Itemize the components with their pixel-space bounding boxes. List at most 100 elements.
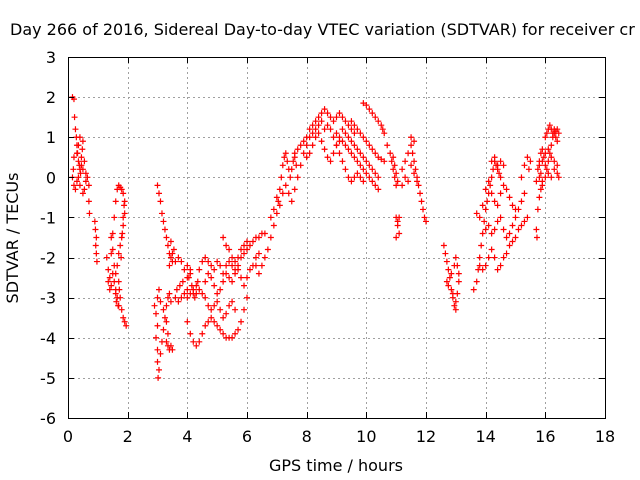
data-point <box>378 122 385 129</box>
data-point <box>421 214 428 221</box>
y-tick-label: -6 <box>40 409 56 428</box>
data-point <box>276 202 283 209</box>
data-point <box>534 166 541 173</box>
data-point <box>176 282 183 289</box>
data-point <box>178 294 185 301</box>
y-tick-label: -2 <box>40 249 56 268</box>
data-point <box>223 242 230 249</box>
x-tick-label: 10 <box>356 427 376 446</box>
data-point <box>208 262 215 269</box>
data-point <box>167 342 174 349</box>
data-point <box>487 182 494 189</box>
data-point <box>161 314 168 321</box>
data-point <box>229 298 236 305</box>
data-point <box>500 226 507 233</box>
data-point <box>494 202 501 209</box>
data-point <box>93 234 100 241</box>
data-point <box>261 254 268 261</box>
data-point <box>479 230 486 237</box>
x-axis-title: GPS time / hours <box>269 456 403 475</box>
plot-frame <box>68 57 606 419</box>
data-point <box>255 250 262 257</box>
data-point <box>342 166 349 173</box>
data-point <box>539 178 546 185</box>
data-point <box>184 262 191 269</box>
data-point <box>551 166 558 173</box>
data-point <box>555 174 562 181</box>
data-point <box>205 318 212 325</box>
data-point <box>112 198 119 205</box>
data-point <box>366 162 373 169</box>
data-point <box>360 134 367 141</box>
data-point <box>202 294 209 301</box>
data-point <box>548 154 555 161</box>
data-point <box>339 158 346 165</box>
data-point <box>330 118 337 125</box>
data-point <box>554 126 561 133</box>
data-point <box>72 126 79 133</box>
data-point <box>75 158 82 165</box>
data-point <box>399 166 406 173</box>
data-point <box>497 174 504 181</box>
data-point <box>506 242 513 249</box>
data-point <box>552 134 559 141</box>
data-point <box>537 170 544 177</box>
data-point <box>408 134 415 141</box>
data-point <box>478 242 485 249</box>
data-point <box>521 162 528 169</box>
data-point <box>184 318 191 325</box>
data-point <box>543 166 550 173</box>
data-point <box>154 346 161 353</box>
data-point <box>476 254 483 261</box>
data-point <box>258 262 265 269</box>
data-point <box>249 238 256 245</box>
data-point <box>339 126 346 133</box>
data-point <box>509 202 516 209</box>
data-point <box>84 174 91 181</box>
data-point <box>418 198 425 205</box>
data-point <box>455 278 462 285</box>
data-point <box>381 130 388 137</box>
data-point <box>164 330 171 337</box>
data-point <box>330 150 337 157</box>
data-point <box>540 154 547 161</box>
data-point <box>184 294 191 301</box>
data-point <box>161 226 168 233</box>
data-point <box>267 214 274 221</box>
data-point <box>119 230 126 237</box>
data-point <box>279 190 286 197</box>
data-point <box>488 230 495 237</box>
data-point <box>235 266 242 273</box>
data-point <box>220 330 227 337</box>
data-point <box>79 166 86 173</box>
data-point <box>554 170 561 177</box>
data-point <box>106 286 113 293</box>
data-point <box>533 178 540 185</box>
data-point <box>169 250 176 257</box>
data-point <box>525 166 532 173</box>
data-point <box>214 298 221 305</box>
data-point <box>342 118 349 125</box>
data-point <box>548 142 555 149</box>
data-point <box>327 114 334 121</box>
data-point <box>120 222 127 229</box>
data-point <box>491 198 498 205</box>
data-point <box>339 114 346 121</box>
data-point <box>354 158 361 165</box>
data-point <box>279 162 286 169</box>
data-point <box>184 286 191 293</box>
data-point <box>521 190 528 197</box>
data-point <box>85 198 92 205</box>
data-point <box>348 178 355 185</box>
data-point <box>270 222 277 229</box>
data-point <box>217 326 224 333</box>
data-point <box>545 146 552 153</box>
data-point <box>357 130 364 137</box>
data-point <box>163 234 170 241</box>
data-point <box>369 178 376 185</box>
data-point <box>357 150 364 157</box>
data-point <box>321 106 328 113</box>
data-point <box>479 266 486 273</box>
data-point <box>388 158 395 165</box>
data-point <box>327 158 334 165</box>
